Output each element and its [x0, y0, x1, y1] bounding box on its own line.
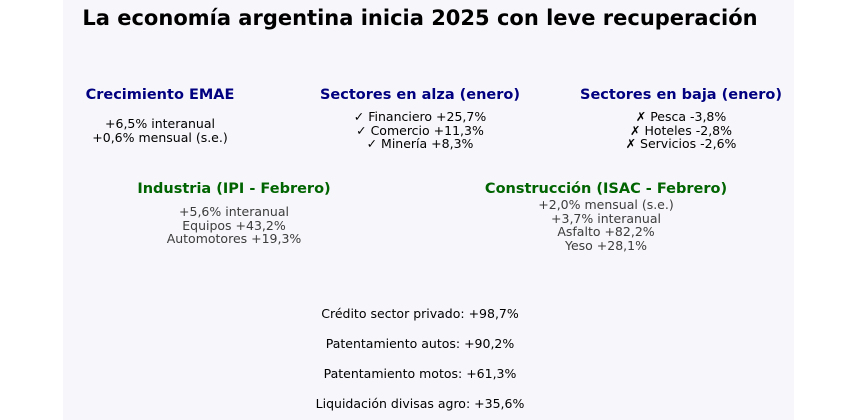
- alza-line: ✓ Comercio +11,3%: [356, 122, 484, 138]
- construccion-line: +2,0% mensual (s.e.): [538, 197, 674, 212]
- industria-line: Automotores +19,3%: [166, 231, 302, 246]
- stat-divisas: Liquidación divisas agro: +35,6%: [315, 396, 525, 411]
- construccion-line: Asfalto +82,2%: [557, 224, 655, 239]
- industria-line: +5,6% interanual: [179, 204, 289, 219]
- construccion-line: Yeso +28,1%: [565, 237, 647, 253]
- alza-line: ✓ Minería +8,3%: [366, 136, 474, 151]
- page-title: La economía argentina inicia 2025 con le…: [82, 6, 758, 30]
- baja-heading: Sectores en baja (enero): [580, 87, 782, 103]
- alza-lines: ✓ Financiero +25,7% ✓ Comercio +11,3% ✓ …: [354, 110, 486, 151]
- alza-heading: Sectores en alza (enero): [319, 87, 521, 103]
- industria-heading: Industria (IPI - Febrero): [137, 181, 331, 197]
- baja-lines: ✗ Pesca -3,8% ✗ Hoteles -2,8% ✗ Servicio…: [626, 110, 737, 151]
- industria-line: Equipos +43,2%: [182, 217, 286, 233]
- stat-autos: Patentamiento autos: +90,2%: [325, 336, 515, 351]
- industria-lines: +5,6% interanual Equipos +43,2% Automoto…: [167, 205, 302, 246]
- infographic-panel: [63, 0, 794, 420]
- stat-credito: Crédito sector privado: +98,7%: [321, 306, 519, 321]
- construccion-line: +3,7% interanual: [551, 210, 661, 226]
- stat-motos: Patentamiento motos: +61,3%: [323, 366, 517, 381]
- emae-lines: +6,5% interanual +0,6% mensual (s.e.): [92, 117, 227, 144]
- baja-line: ✗ Hoteles -2,8%: [629, 122, 733, 138]
- baja-line: ✗ Servicios -2,6%: [625, 136, 737, 151]
- construccion-lines: +2,0% mensual (s.e.) +3,7% interanual As…: [538, 198, 673, 252]
- emae-line: +0,6% mensual (s.e.): [92, 129, 228, 145]
- emae-line: +6,5% interanual: [105, 116, 215, 131]
- construccion-heading: Construcción (ISAC - Febrero): [484, 181, 728, 197]
- alza-line: ✓ Financiero +25,7%: [353, 109, 487, 124]
- emae-heading: Crecimiento EMAE: [85, 87, 235, 103]
- baja-line: ✗ Pesca -3,8%: [635, 109, 727, 124]
